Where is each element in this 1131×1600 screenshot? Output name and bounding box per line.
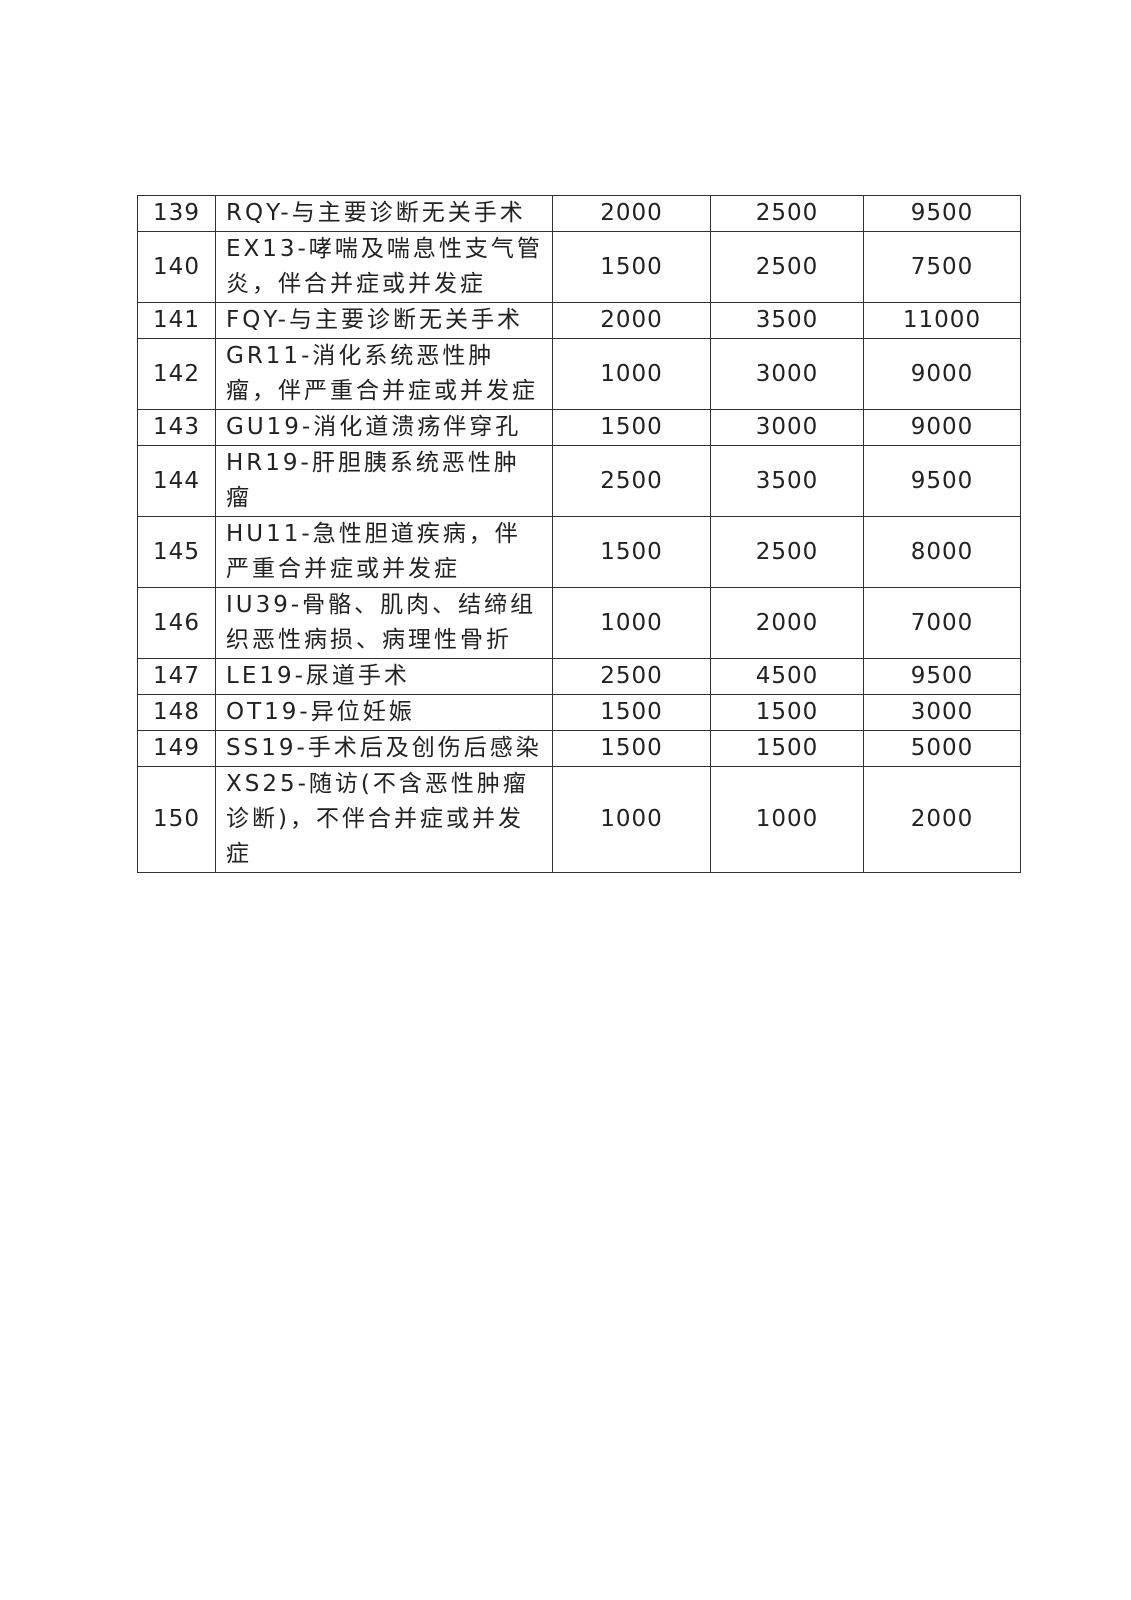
drg-name-cell: GR11-消化系统恶性肿瘤，伴严重合并症或并发症 [215,338,553,410]
value-2-cell: 2500 [710,516,864,588]
table-row: 140 EX13-哮喘及喘息性支气管炎，伴合并症或并发症 1500 2500 7500 [137,231,1021,303]
table-row: 147 LE19-尿道手术 2500 4500 9500 [137,658,1021,695]
value-3-cell: 9500 [863,445,1021,517]
value-2-cell: 1000 [710,766,864,873]
table-row: 141 FQY-与主要诊断无关手术 2000 3500 11000 [137,302,1021,339]
table-row: 146 IU39-骨骼、肌肉、结缔组织恶性病损、病理性骨折 1000 2000 7000 [137,587,1021,659]
table-row: 150 XS25-随访(不含恶性肿瘤诊断)，不伴合并症或并发症 1000 1000 20… [137,766,1021,873]
value-3-cell: 9500 [863,658,1021,695]
row-number-cell: 142 [137,338,216,410]
value-1-cell: 1000 [552,587,711,659]
drg-name-cell: HR19-肝胆胰系统恶性肿瘤 [215,445,553,517]
value-1-cell: 1500 [552,409,711,446]
value-2-cell: 3500 [710,445,864,517]
value-1-cell: 1500 [552,694,711,731]
table-row: 148 OT19-异位妊娠 1500 1500 3000 [137,694,1021,731]
row-number-cell: 146 [137,587,216,659]
drg-name-cell: LE19-尿道手术 [215,658,553,695]
drg-payment-table: 139 RQY-与主要诊断无关手术 2000 2500 9500 140 EX13-哮喘及喘… [137,195,1021,873]
value-3-cell: 11000 [863,302,1021,339]
value-1-cell: 2500 [552,658,711,695]
value-1-cell: 2000 [552,195,711,232]
drg-name-cell: RQY-与主要诊断无关手术 [215,195,553,232]
value-3-cell: 9000 [863,409,1021,446]
value-1-cell: 1000 [552,766,711,873]
value-3-cell: 5000 [863,730,1021,767]
value-3-cell: 7500 [863,231,1021,303]
value-1-cell: 2500 [552,445,711,517]
value-1-cell: 1500 [552,516,711,588]
drg-name-cell: XS25-随访(不含恶性肿瘤诊断)，不伴合并症或并发症 [215,766,553,873]
row-number-cell: 141 [137,302,216,339]
value-1-cell: 1000 [552,338,711,410]
row-number-cell: 139 [137,195,216,232]
row-number-cell: 145 [137,516,216,588]
value-3-cell: 9500 [863,195,1021,232]
value-2-cell: 3000 [710,338,864,410]
value-2-cell: 2500 [710,195,864,232]
table-row: 149 SS19-手术后及创伤后感染 1500 1500 5000 [137,730,1021,767]
table-row: 142 GR11-消化系统恶性肿瘤，伴严重合并症或并发症 1000 3000 9000 [137,338,1021,410]
value-2-cell: 2000 [710,587,864,659]
value-3-cell: 9000 [863,338,1021,410]
row-number-cell: 150 [137,766,216,873]
table-row: 144 HR19-肝胆胰系统恶性肿瘤 2500 3500 9500 [137,445,1021,517]
drg-name-cell: IU39-骨骼、肌肉、结缔组织恶性病损、病理性骨折 [215,587,553,659]
value-1-cell: 2000 [552,302,711,339]
table-row: 139 RQY-与主要诊断无关手术 2000 2500 9500 [137,195,1021,232]
row-number-cell: 148 [137,694,216,731]
value-2-cell: 3000 [710,409,864,446]
value-2-cell: 4500 [710,658,864,695]
drg-name-cell: FQY-与主要诊断无关手术 [215,302,553,339]
drg-name-cell: EX13-哮喘及喘息性支气管炎，伴合并症或并发症 [215,231,553,303]
table-row: 145 HU11-急性胆道疾病，伴严重合并症或并发症 1500 2500 8000 [137,516,1021,588]
drg-name-cell: HU11-急性胆道疾病，伴严重合并症或并发症 [215,516,553,588]
value-3-cell: 3000 [863,694,1021,731]
value-3-cell: 8000 [863,516,1021,588]
value-1-cell: 1500 [552,231,711,303]
value-2-cell: 1500 [710,694,864,731]
value-1-cell: 1500 [552,730,711,767]
row-number-cell: 144 [137,445,216,517]
value-2-cell: 2500 [710,231,864,303]
table-row: 143 GU19-消化道溃疡伴穿孔 1500 3000 9000 [137,409,1021,446]
value-3-cell: 7000 [863,587,1021,659]
drg-name-cell: OT19-异位妊娠 [215,694,553,731]
drg-name-cell: GU19-消化道溃疡伴穿孔 [215,409,553,446]
value-2-cell: 1500 [710,730,864,767]
row-number-cell: 149 [137,730,216,767]
value-2-cell: 3500 [710,302,864,339]
row-number-cell: 143 [137,409,216,446]
value-3-cell: 2000 [863,766,1021,873]
drg-name-cell: SS19-手术后及创伤后感染 [215,730,553,767]
row-number-cell: 140 [137,231,216,303]
row-number-cell: 147 [137,658,216,695]
